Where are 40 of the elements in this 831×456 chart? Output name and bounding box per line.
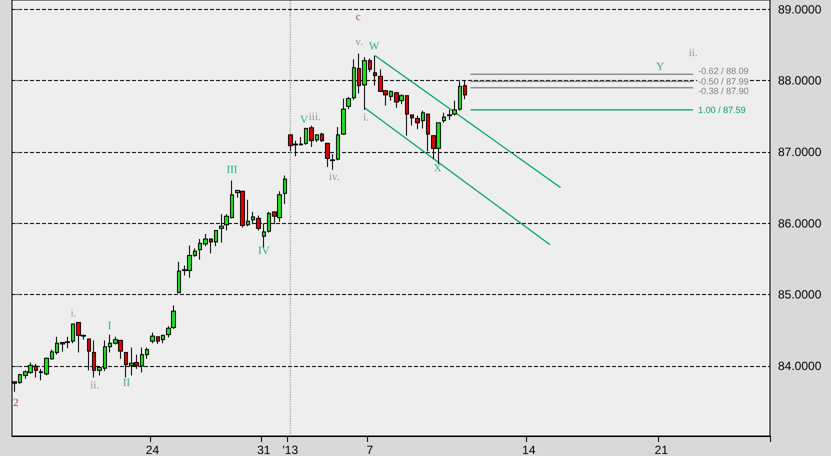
annotation: v. [355, 36, 364, 48]
annotation: II [122, 377, 130, 390]
annotation: i. [70, 307, 77, 320]
candlestick [410, 114, 414, 126]
candlestick [341, 98, 346, 136]
ref-line-label: -0.38 / 87.90 [698, 86, 749, 96]
annotation: ii. [688, 46, 698, 59]
annotation: Y [656, 61, 664, 74]
annotation: c [356, 11, 361, 24]
y-tick-label: 89.0000 [778, 2, 822, 16]
annotation: W [368, 40, 380, 52]
candlestick [283, 175, 287, 205]
annotation: iii. [308, 111, 321, 124]
x-tick-label: 31 [257, 443, 271, 456]
annotation: 2 [12, 397, 18, 410]
x-tick-label: 14 [522, 443, 536, 456]
x-tick-label: 24 [146, 443, 160, 456]
y-tick-label: 85.0000 [778, 288, 822, 302]
x-tick-label: 7 [366, 443, 374, 456]
y-tick-label: 88.0000 [778, 74, 822, 88]
ref-line-label: 1.00 / 87.59 [698, 104, 746, 115]
y-tick-label: 84.0000 [778, 359, 822, 374]
y-tick-label: 86.0000 [778, 216, 822, 230]
annotation: I [108, 320, 112, 332]
x-tick-label: '13 [282, 443, 298, 456]
y-tick-label: 87.0000 [778, 144, 822, 159]
candlestick [442, 112, 446, 124]
annotation: X [434, 162, 442, 174]
ref-line-label: -0.50 / 87.99 [698, 76, 749, 86]
candlestick [447, 109, 452, 120]
candlestick [452, 100, 457, 116]
annotation: ii. [90, 379, 100, 392]
ref-line-label: -0.62 / 88.09 [698, 66, 749, 76]
x-tick-label: 21 [654, 443, 668, 456]
annotation: V [300, 114, 308, 126]
annotation: iv. [328, 170, 340, 183]
candlestick [336, 126, 340, 162]
annotation: i. [363, 112, 370, 124]
annotation: IV [258, 245, 270, 258]
annotation: III [226, 164, 238, 176]
